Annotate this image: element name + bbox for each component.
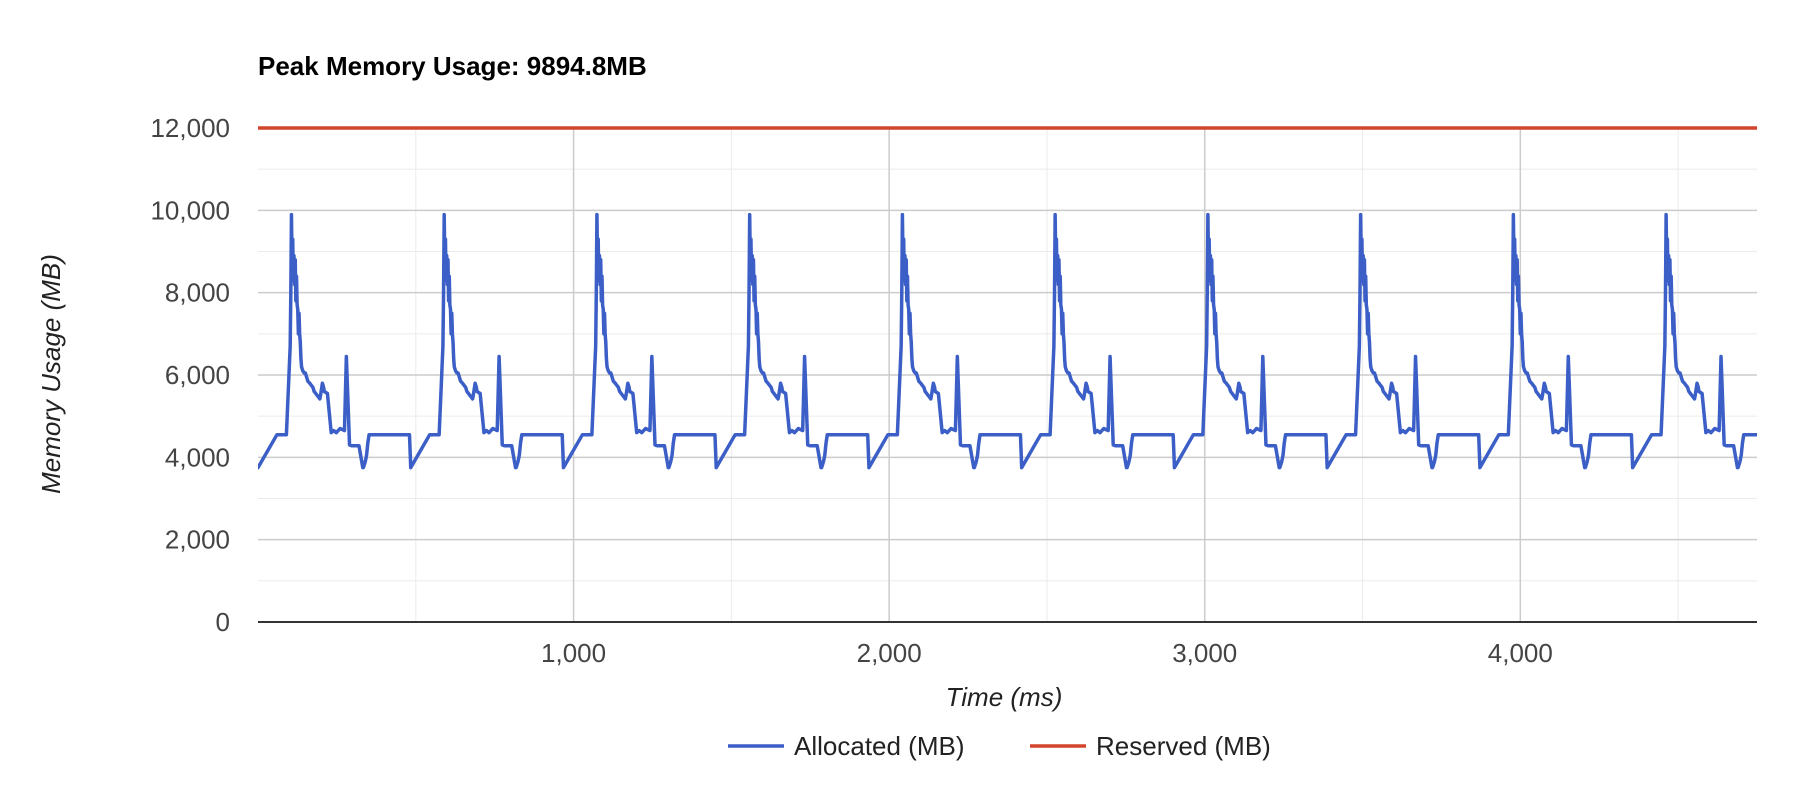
legend: Allocated (MB) Reserved (MB) bbox=[728, 731, 1271, 761]
x-tick-label: 2,000 bbox=[857, 638, 922, 668]
legend-label: Reserved (MB) bbox=[1096, 731, 1271, 761]
y-tick-label: 0 bbox=[216, 607, 230, 637]
grid-lines bbox=[258, 127, 1757, 622]
y-tick-label: 4,000 bbox=[165, 442, 230, 472]
chart-title: Peak Memory Usage: 9894.8MB bbox=[258, 51, 647, 81]
x-tick-label: 1,000 bbox=[541, 638, 606, 668]
series-lines bbox=[258, 126, 1757, 470]
y-tick-label: 6,000 bbox=[165, 360, 230, 390]
y-axis-title: Memory Usage (MB) bbox=[36, 254, 66, 494]
legend-item-reserved: Reserved (MB) bbox=[1030, 731, 1271, 761]
x-tick-label: 4,000 bbox=[1488, 638, 1553, 668]
y-tick-label: 2,000 bbox=[165, 525, 230, 555]
y-tick-label: 12,000 bbox=[150, 113, 230, 143]
legend-label: Allocated (MB) bbox=[794, 731, 965, 761]
legend-item-allocated: Allocated (MB) bbox=[728, 731, 965, 761]
x-axis-title: Time (ms) bbox=[946, 682, 1063, 712]
x-tick-label: 3,000 bbox=[1172, 638, 1237, 668]
axes: 0 2,000 4,000 6,000 8,000 10,000 12,000 1,000 2,… bbox=[150, 113, 1757, 668]
series-line-allocated bbox=[258, 212, 1757, 470]
y-tick-label: 10,000 bbox=[150, 195, 230, 225]
y-tick-label: 8,000 bbox=[165, 278, 230, 308]
